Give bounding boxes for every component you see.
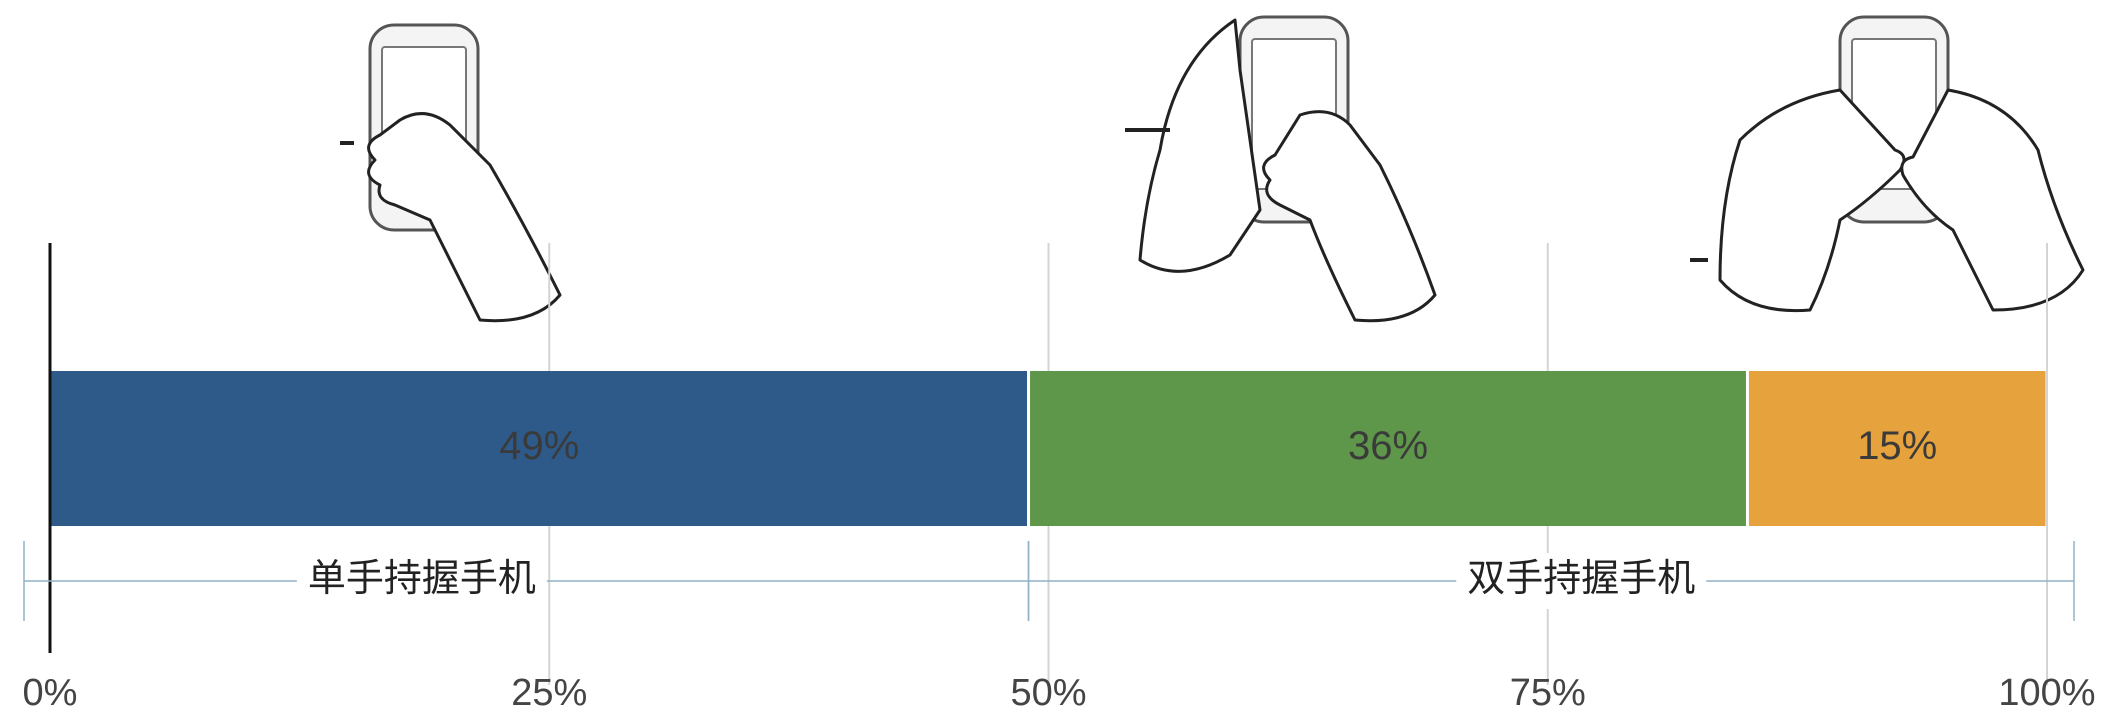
x-tick-label: 25% [511, 672, 587, 714]
x-tick-label: 50% [1010, 672, 1086, 714]
bar-segment [51, 371, 1028, 526]
bracket-label: 单手持握手机 [308, 558, 536, 600]
one-hand-illustration [340, 23, 562, 323]
value-label: 36% [1348, 424, 1428, 468]
bar-segment [1748, 371, 2046, 526]
bar-segment [1030, 371, 1746, 526]
bracket-label-bg [1456, 553, 1707, 609]
value-label: 15% [1857, 424, 1937, 468]
bracket-label: 双手持握手机 [1467, 558, 1695, 600]
two-hands-illustration [1690, 15, 2085, 313]
bracket-label-bg [296, 553, 547, 609]
x-tick-label: 0% [23, 672, 78, 714]
x-tick-label: 75% [1510, 672, 1586, 714]
x-tick-label: 100% [1998, 672, 2095, 714]
illustrations [340, 15, 2085, 323]
cradle-illustration [1125, 15, 1437, 323]
value-label: 49% [499, 424, 579, 468]
